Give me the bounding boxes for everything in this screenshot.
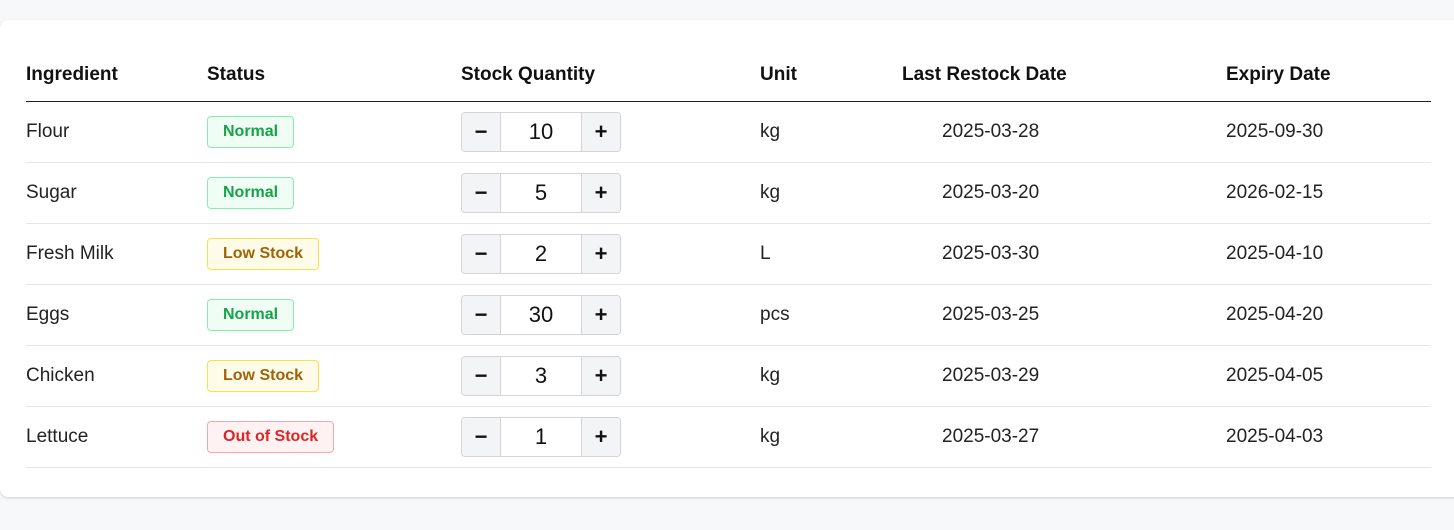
minus-icon: − — [474, 301, 488, 327]
header-last-restock-date: Last Restock Date — [902, 60, 1226, 102]
stock-quantity-cell: − + — [461, 345, 760, 407]
unit-cell: kg — [760, 345, 902, 407]
table-header: Ingredient Status Stock Quantity Unit La… — [26, 60, 1431, 102]
plus-icon: + — [594, 362, 608, 388]
quantity-stepper: − + — [461, 355, 621, 396]
expiry-date-cell: 2025-09-30 — [1226, 101, 1431, 163]
quantity-input[interactable] — [501, 417, 581, 456]
ingredient-name: Lettuce — [26, 406, 207, 468]
increment-button[interactable]: + — [581, 234, 620, 273]
quantity-input[interactable] — [501, 295, 581, 334]
header-stock-quantity: Stock Quantity — [461, 60, 760, 102]
quantity-stepper: − + — [461, 416, 621, 457]
expiry-date-cell: 2025-04-20 — [1226, 284, 1431, 346]
expiry-date-cell: 2025-04-03 — [1226, 406, 1431, 468]
unit-cell: L — [760, 223, 902, 285]
plus-icon: + — [594, 179, 608, 205]
status-cell: Low Stock — [207, 223, 461, 285]
last-restock-date-cell: 2025-03-25 — [902, 284, 1226, 346]
header-unit: Unit — [760, 60, 902, 102]
last-restock-date-cell: 2025-03-30 — [902, 223, 1226, 285]
expiry-date-cell: 2025-04-05 — [1226, 345, 1431, 407]
decrement-button[interactable]: − — [462, 356, 501, 395]
table-row: Lettuce Out of Stock − + kg 2025-03-27 2… — [26, 406, 1431, 468]
decrement-button[interactable]: − — [462, 295, 501, 334]
decrement-button[interactable]: − — [462, 234, 501, 273]
status-cell: Out of Stock — [207, 406, 461, 468]
ingredient-name: Flour — [26, 101, 207, 163]
unit-cell: pcs — [760, 284, 902, 346]
quantity-input[interactable] — [501, 356, 581, 395]
decrement-button[interactable]: − — [462, 173, 501, 212]
status-badge: Normal — [207, 176, 295, 209]
unit-cell: kg — [760, 406, 902, 468]
plus-icon: + — [594, 240, 608, 266]
stock-quantity-cell: − + — [461, 284, 760, 346]
inventory-table: Ingredient Status Stock Quantity Unit La… — [26, 60, 1431, 468]
status-badge: Normal — [207, 298, 295, 331]
expiry-date-cell: 2026-02-15 — [1226, 162, 1431, 224]
increment-button[interactable]: + — [581, 356, 620, 395]
status-badge: Out of Stock — [207, 420, 335, 453]
last-restock-date-cell: 2025-03-28 — [902, 101, 1226, 163]
quantity-stepper: − + — [461, 172, 621, 213]
minus-icon: − — [474, 362, 488, 388]
status-cell: Low Stock — [207, 345, 461, 407]
unit-cell: kg — [760, 101, 902, 163]
last-restock-date-cell: 2025-03-20 — [902, 162, 1226, 224]
stock-quantity-cell: − + — [461, 406, 760, 468]
stock-quantity-cell: − + — [461, 223, 760, 285]
quantity-input[interactable] — [501, 234, 581, 273]
quantity-input[interactable] — [501, 112, 581, 151]
plus-icon: + — [594, 118, 608, 144]
status-badge: Normal — [207, 115, 295, 148]
ingredient-name: Fresh Milk — [26, 223, 207, 285]
stock-quantity-cell: − + — [461, 162, 760, 224]
table-row: Sugar Normal − + kg 2025-03-20 2026-02-1… — [26, 162, 1431, 224]
decrement-button[interactable]: − — [462, 417, 501, 456]
unit-cell: kg — [760, 162, 902, 224]
minus-icon: − — [474, 423, 488, 449]
plus-icon: + — [594, 423, 608, 449]
table-row: Fresh Milk Low Stock − + L 2025-03-30 20… — [26, 223, 1431, 285]
quantity-stepper: − + — [461, 233, 621, 274]
plus-icon: + — [594, 301, 608, 327]
quantity-stepper: − + — [461, 111, 621, 152]
ingredient-name: Eggs — [26, 284, 207, 346]
table-row: Flour Normal − + kg 2025-03-28 2025-09-3… — [26, 101, 1431, 163]
minus-icon: − — [474, 179, 488, 205]
header-expiry-date: Expiry Date — [1226, 60, 1431, 102]
minus-icon: − — [474, 118, 488, 144]
quantity-stepper: − + — [461, 294, 621, 335]
header-status: Status — [207, 60, 461, 102]
inventory-card: Ingredient Status Stock Quantity Unit La… — [0, 20, 1454, 497]
expiry-date-cell: 2025-04-10 — [1226, 223, 1431, 285]
table-row: Eggs Normal − + pcs 2025-03-25 2025-04-2… — [26, 284, 1431, 346]
status-badge: Low Stock — [207, 237, 320, 270]
increment-button[interactable]: + — [581, 112, 620, 151]
table-body: Flour Normal − + kg 2025-03-28 2025-09-3… — [26, 101, 1431, 468]
quantity-input[interactable] — [501, 173, 581, 212]
status-cell: Normal — [207, 162, 461, 224]
last-restock-date-cell: 2025-03-27 — [902, 406, 1226, 468]
header-ingredient: Ingredient — [26, 60, 207, 102]
decrement-button[interactable]: − — [462, 112, 501, 151]
increment-button[interactable]: + — [581, 295, 620, 334]
status-badge: Low Stock — [207, 359, 320, 392]
increment-button[interactable]: + — [581, 173, 620, 212]
increment-button[interactable]: + — [581, 417, 620, 456]
ingredient-name: Chicken — [26, 345, 207, 407]
table-row: Chicken Low Stock − + kg 2025-03-29 2025… — [26, 345, 1431, 407]
status-cell: Normal — [207, 284, 461, 346]
last-restock-date-cell: 2025-03-29 — [902, 345, 1226, 407]
stock-quantity-cell: − + — [461, 101, 760, 163]
ingredient-name: Sugar — [26, 162, 207, 224]
minus-icon: − — [474, 240, 488, 266]
status-cell: Normal — [207, 101, 461, 163]
header-row: Ingredient Status Stock Quantity Unit La… — [26, 60, 1431, 102]
